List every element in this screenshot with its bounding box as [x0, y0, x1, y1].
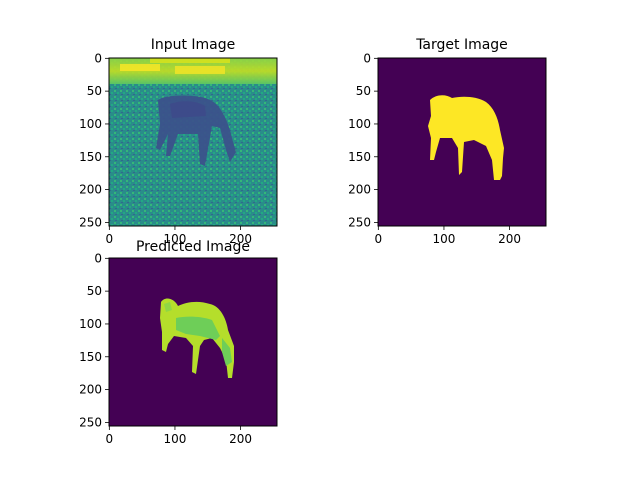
- panel-input: Input Image: [108, 37, 278, 227]
- x-tick-label: 100: [164, 232, 187, 246]
- y-tick-label: 0: [94, 251, 102, 265]
- x-tick-label: 100: [433, 232, 456, 246]
- y-tick-label: 150: [79, 350, 102, 364]
- target-image: [378, 58, 546, 226]
- y-tick-label: 250: [79, 215, 102, 229]
- y-tick-label: 100: [348, 117, 371, 131]
- y-tick-label: 150: [79, 150, 102, 164]
- chart-title: Target Image: [415, 37, 508, 53]
- x-tick-label: 200: [229, 232, 252, 246]
- y-tick-label: 100: [79, 317, 102, 331]
- y-tick-label: 50: [87, 284, 102, 298]
- y-tick-label: 200: [79, 183, 102, 197]
- panel-target: Target Image: [377, 37, 547, 227]
- y-tick-label: 50: [356, 84, 371, 98]
- y-tick-label: 100: [79, 117, 102, 131]
- y-tick-label: 50: [87, 84, 102, 98]
- x-tick-label: 0: [375, 232, 383, 246]
- y-tick-label: 150: [348, 150, 371, 164]
- y-tick-label: 200: [79, 383, 102, 397]
- panel-predicted: Predicted Image: [108, 239, 278, 427]
- predicted-image: [109, 258, 277, 426]
- x-tick-label: 200: [498, 232, 521, 246]
- input-image: [109, 58, 277, 226]
- y-tick-label: 0: [94, 51, 102, 65]
- x-tick-label: 0: [106, 432, 114, 446]
- x-tick-label: 200: [229, 432, 252, 446]
- chart-title: Predicted Image: [136, 239, 250, 255]
- y-tick-label: 200: [348, 183, 371, 197]
- y-tick-label: 250: [348, 215, 371, 229]
- x-tick-label: 100: [164, 432, 187, 446]
- chart-title: Input Image: [151, 37, 236, 53]
- x-tick-label: 0: [106, 232, 114, 246]
- y-tick-label: 0: [363, 51, 371, 65]
- y-tick-label: 250: [79, 415, 102, 429]
